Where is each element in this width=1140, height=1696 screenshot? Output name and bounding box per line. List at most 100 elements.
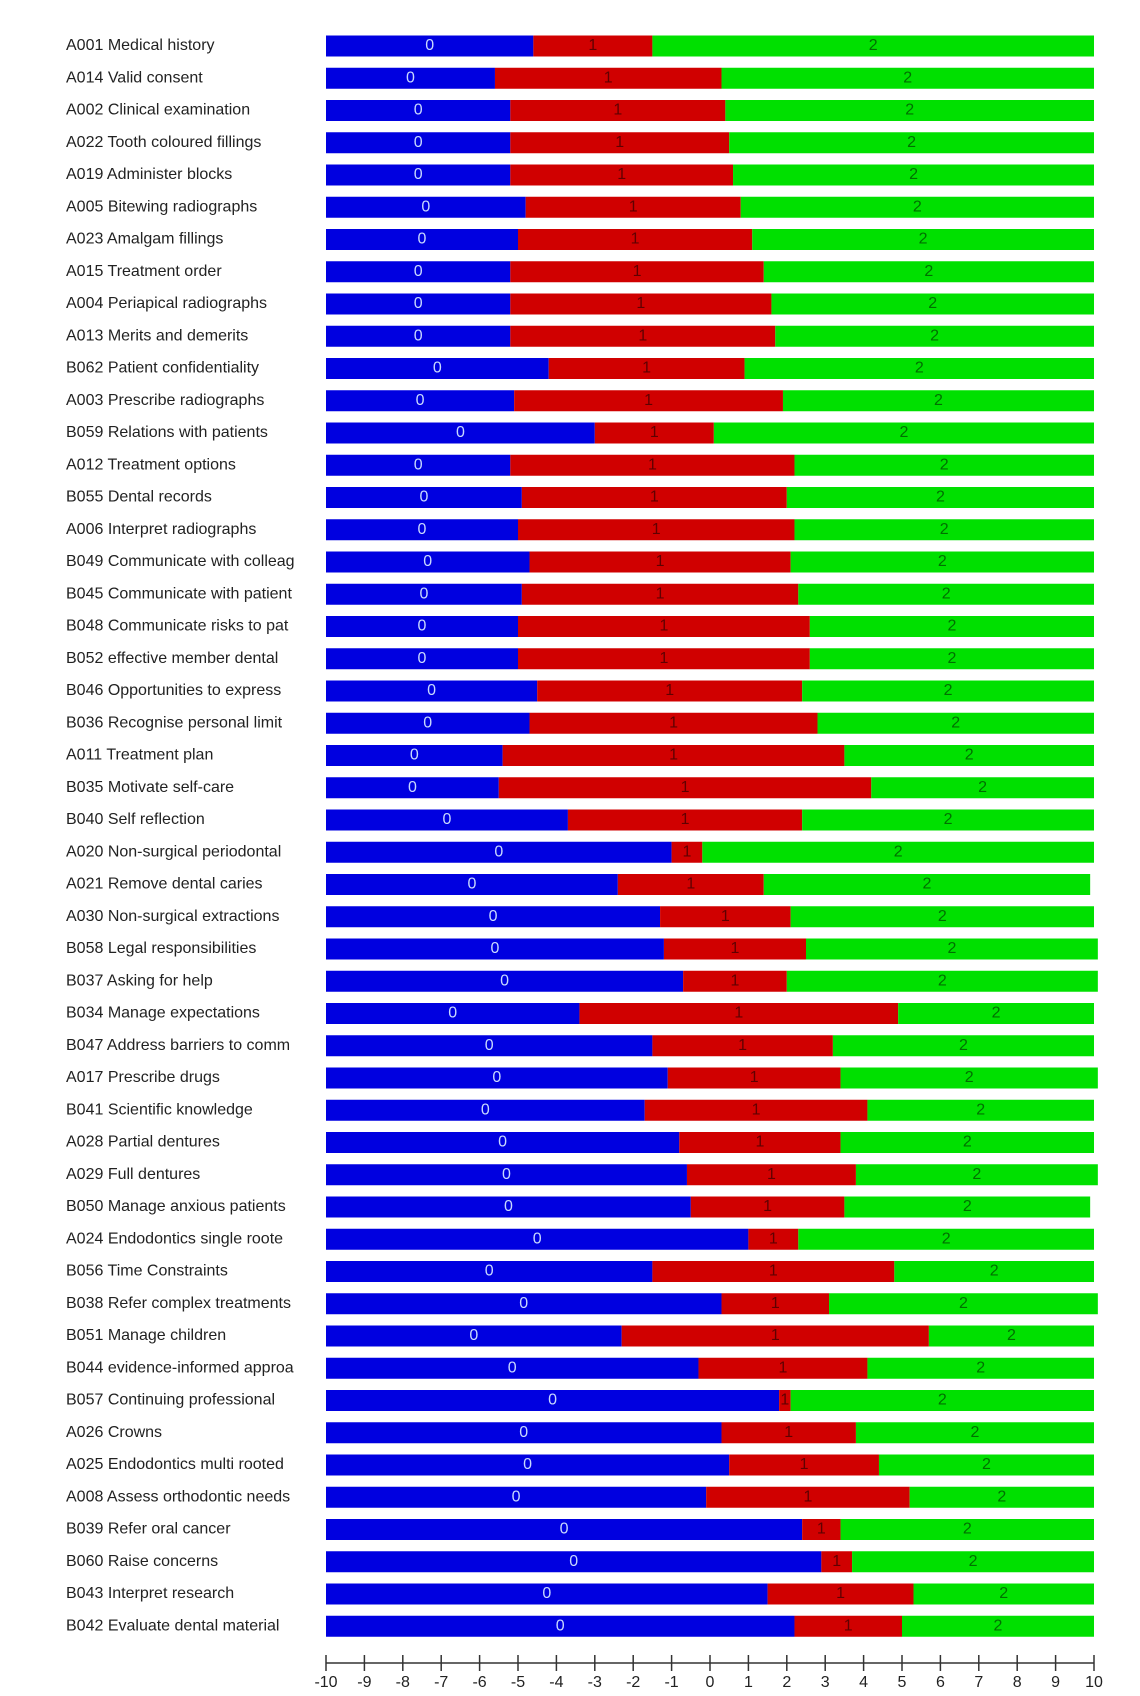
segment-label: 2 xyxy=(909,166,918,183)
category-label: B060 Raise concerns xyxy=(66,1553,218,1570)
bar-segment xyxy=(748,1228,799,1250)
bar-segment xyxy=(802,1519,841,1540)
bar-segment xyxy=(775,325,1094,347)
bar-segment xyxy=(326,874,618,895)
bar-segment xyxy=(326,1261,653,1282)
category-label: A001 Medical history xyxy=(66,37,215,54)
bar-segment xyxy=(326,196,526,218)
bar-segment xyxy=(809,648,1094,670)
segment-label: 2 xyxy=(999,1585,1008,1602)
bar-segment xyxy=(326,261,511,283)
category-label: A022 Tooth coloured fillings xyxy=(66,134,261,151)
bar-segment xyxy=(733,164,1094,186)
bar-segment xyxy=(326,100,511,121)
segment-label: 1 xyxy=(656,585,665,602)
segment-label: 2 xyxy=(938,972,947,989)
segment-label: 1 xyxy=(817,1521,826,1538)
segment-label: 2 xyxy=(940,456,949,473)
segment-label: 0 xyxy=(414,327,423,344)
bar-segment xyxy=(686,1164,856,1186)
segment-label: 0 xyxy=(533,1230,542,1247)
bar-segment xyxy=(518,648,810,670)
bar-segment xyxy=(679,1132,841,1153)
bar-segment xyxy=(529,712,818,734)
segment-label: 2 xyxy=(928,295,937,312)
segment-label: 1 xyxy=(767,1166,776,1183)
segment-label: 0 xyxy=(489,908,498,925)
segment-label: 0 xyxy=(485,1263,494,1280)
segment-label: 0 xyxy=(519,1295,528,1312)
category-label: A013 Merits and demerits xyxy=(66,327,248,344)
segment-label: 1 xyxy=(644,392,653,409)
bar-segment xyxy=(706,1486,910,1508)
segment-label: 1 xyxy=(771,1327,780,1344)
segment-label: 2 xyxy=(959,1037,968,1054)
bar-segment xyxy=(326,1422,722,1444)
segment-label: 0 xyxy=(498,1134,507,1151)
segment-label: 2 xyxy=(913,198,922,215)
segment-label: 2 xyxy=(963,1521,972,1538)
bar-segment xyxy=(326,1325,622,1347)
x-tick-label: -10 xyxy=(314,1674,337,1691)
category-label: B043 Interpret research xyxy=(66,1585,234,1602)
segment-label: 2 xyxy=(965,747,974,764)
segment-label: 1 xyxy=(832,1553,841,1570)
category-label: B056 Time Constraints xyxy=(66,1263,228,1280)
bar-segment xyxy=(326,1035,653,1057)
segment-label: 0 xyxy=(414,166,423,183)
segment-label: 1 xyxy=(681,779,690,796)
bar-segment xyxy=(721,67,1094,89)
bar-segment xyxy=(326,1293,722,1315)
bar-segment xyxy=(725,100,1094,121)
bar-segment xyxy=(326,1099,645,1121)
segment-label: 1 xyxy=(659,618,668,635)
bar-segment xyxy=(326,35,534,57)
bar-segment xyxy=(326,325,511,347)
segment-label: 2 xyxy=(976,1359,985,1376)
segment-label: 0 xyxy=(519,1424,528,1441)
x-tick-label: -6 xyxy=(472,1674,486,1691)
segment-label: 0 xyxy=(414,134,423,151)
segment-label: 0 xyxy=(427,682,436,699)
segment-label: 1 xyxy=(803,1488,812,1505)
segment-label: 1 xyxy=(638,327,647,344)
bar-segment xyxy=(779,1390,791,1411)
bar-segment xyxy=(326,809,568,831)
x-tick-label: 4 xyxy=(859,1674,868,1691)
segment-label: 2 xyxy=(934,392,943,409)
category-label: B034 Manage expectations xyxy=(66,1005,260,1022)
segment-label: 0 xyxy=(560,1521,569,1538)
segment-label: 0 xyxy=(414,295,423,312)
category-label: A021 Remove dental caries xyxy=(66,876,263,893)
segment-label: 1 xyxy=(636,295,645,312)
x-tick-label: -8 xyxy=(396,1674,410,1691)
bar-segment xyxy=(518,616,810,637)
bar-segment xyxy=(752,229,1094,250)
category-label: B049 Communicate with colleag xyxy=(66,553,295,570)
segment-label: 1 xyxy=(769,1230,778,1247)
segment-label: 1 xyxy=(604,69,613,86)
segment-label: 0 xyxy=(548,1392,557,1409)
segment-label: 1 xyxy=(615,134,624,151)
category-label: A006 Interpret radiographs xyxy=(66,521,256,538)
x-tick-label: -7 xyxy=(434,1674,448,1691)
segment-label: 1 xyxy=(669,747,678,764)
bar-segment xyxy=(510,454,795,476)
segment-label: 0 xyxy=(406,69,415,86)
segment-label: 2 xyxy=(951,714,960,731)
category-label: A020 Non-surgical periodontal xyxy=(66,843,281,860)
segment-label: 0 xyxy=(494,843,503,860)
segment-label: 0 xyxy=(481,1101,490,1118)
x-tick-label: 10 xyxy=(1085,1674,1103,1691)
segment-label: 2 xyxy=(894,843,903,860)
bar-segment xyxy=(502,745,845,766)
bar-segment xyxy=(510,164,734,186)
category-label: B055 Dental records xyxy=(66,489,212,506)
bar-segment xyxy=(829,1293,1098,1315)
bar-segment xyxy=(867,1099,1094,1121)
bar-segment xyxy=(326,293,511,315)
bar-segment xyxy=(909,1486,1094,1508)
segment-label: 2 xyxy=(940,521,949,538)
bar-segment xyxy=(326,1357,699,1379)
